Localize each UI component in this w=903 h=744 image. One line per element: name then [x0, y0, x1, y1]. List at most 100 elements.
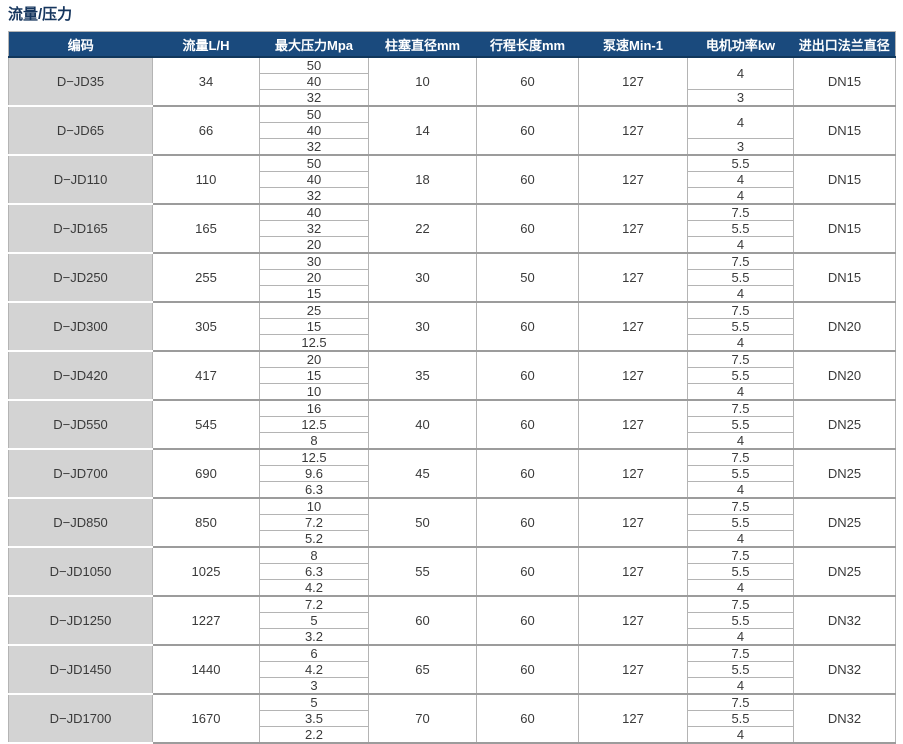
flow-cell: 165 [152, 203, 260, 254]
pressure-cell: 10 [259, 497, 369, 515]
flange-cell: DN25 [793, 399, 896, 450]
speed-cell: 127 [578, 546, 688, 597]
pressure-cell: 32 [259, 187, 369, 205]
table-row: D−JD300 305 25 30 60 127 7.5 DN20 [8, 301, 896, 352]
pressure-cell: 50 [259, 56, 369, 74]
pressure-cell: 20 [259, 236, 369, 254]
stroke-cell: 60 [476, 693, 579, 744]
flange-cell: DN25 [793, 546, 896, 597]
pressure-cell: 12.5 [259, 416, 369, 433]
flange-cell: DN15 [793, 56, 896, 107]
stroke-cell: 60 [476, 154, 579, 205]
power-cell: 5.5 [687, 465, 794, 482]
power-cell: 4 [687, 579, 794, 597]
power-cell: 7.5 [687, 644, 794, 662]
pressure-cell: 6.3 [259, 563, 369, 580]
page-title: 流量/压力 [8, 6, 73, 23]
power-cell: 5.5 [687, 154, 794, 172]
power-cell: 7.5 [687, 693, 794, 711]
table-row: D−JD1450 1440 6 65 60 127 7.5 DN32 [8, 644, 896, 695]
pressure-cell: 40 [259, 73, 369, 90]
code-cell: D−JD850 [8, 497, 153, 548]
power-cell: 7.5 [687, 350, 794, 368]
plunger-cell: 50 [368, 497, 477, 548]
pressure-cell: 5 [259, 693, 369, 711]
stroke-cell: 60 [476, 644, 579, 695]
power-cell: 7.5 [687, 203, 794, 221]
code-cell: D−JD1250 [8, 595, 153, 646]
plunger-cell: 45 [368, 448, 477, 499]
pressure-cell: 3.5 [259, 710, 369, 727]
table-row: D−JD1050 1025 8 55 60 127 7.5 DN25 [8, 546, 896, 597]
pressure-cell: 20 [259, 350, 369, 368]
table-row: D−JD550 545 16 40 60 127 7.5 DN25 [8, 399, 896, 450]
flow-cell: 690 [152, 448, 260, 499]
power-cell: 7.5 [687, 252, 794, 270]
speed-cell: 127 [578, 595, 688, 646]
table-row: D−JD1700 1670 5 70 60 127 7.5 DN32 [8, 693, 896, 744]
spec-table: 编码 流量L/H 最大压力Mpa 柱塞直径mm 行程长度mm 泵速Min-1 电… [8, 31, 896, 744]
flow-cell: 1440 [152, 644, 260, 695]
pressure-cell: 15 [259, 367, 369, 384]
col-header-motor-power: 电机功率kw [687, 31, 794, 58]
flow-cell: 545 [152, 399, 260, 450]
flange-cell: DN20 [793, 350, 896, 401]
table-row: D−JD110 110 50 18 60 127 5.5 DN15 [8, 154, 896, 205]
pressure-cell: 25 [259, 301, 369, 319]
pressure-cell: 6 [259, 644, 369, 662]
stroke-cell: 60 [476, 203, 579, 254]
col-header-max-pressure: 最大压力Mpa [259, 31, 369, 58]
power-cell: 7.5 [687, 595, 794, 613]
speed-cell: 127 [578, 644, 688, 695]
pressure-cell: 32 [259, 138, 369, 156]
pressure-cell: 12.5 [259, 448, 369, 466]
plunger-cell: 70 [368, 693, 477, 744]
pressure-cell: 7.2 [259, 514, 369, 531]
pressure-cell: 15 [259, 318, 369, 335]
power-cell: 7.5 [687, 546, 794, 564]
speed-cell: 127 [578, 203, 688, 254]
flow-cell: 305 [152, 301, 260, 352]
pressure-cell: 4.2 [259, 579, 369, 597]
power-cell: 4 [687, 628, 794, 646]
header-row: 编码 流量L/H 最大压力Mpa 柱塞直径mm 行程长度mm 泵速Min-1 电… [8, 31, 896, 58]
table-row: D−JD420 417 20 35 60 127 7.5 DN20 [8, 350, 896, 401]
flow-cell: 66 [152, 105, 260, 156]
power-cell: 3 [687, 138, 794, 156]
speed-cell: 127 [578, 693, 688, 744]
flange-cell: DN25 [793, 497, 896, 548]
pressure-cell: 8 [259, 546, 369, 564]
pressure-cell: 12.5 [259, 334, 369, 352]
table-row: D−JD35 34 50 10 60 127 4 DN15 [8, 56, 896, 107]
power-cell: 4 [687, 334, 794, 352]
pressure-cell: 40 [259, 171, 369, 188]
speed-cell: 127 [578, 154, 688, 205]
plunger-cell: 40 [368, 399, 477, 450]
pressure-cell: 3.2 [259, 628, 369, 646]
pressure-cell: 30 [259, 252, 369, 270]
power-cell: 5.5 [687, 318, 794, 335]
speed-cell: 127 [578, 301, 688, 352]
stroke-cell: 60 [476, 301, 579, 352]
flow-cell: 850 [152, 497, 260, 548]
power-cell: 4 [687, 383, 794, 401]
speed-cell: 127 [578, 105, 688, 156]
code-cell: D−JD420 [8, 350, 153, 401]
speed-cell: 127 [578, 497, 688, 548]
code-cell: D−JD65 [8, 105, 153, 156]
power-cell: 5.5 [687, 612, 794, 629]
col-header-flow: 流量L/H [152, 31, 260, 58]
plunger-cell: 10 [368, 56, 477, 107]
stroke-cell: 60 [476, 105, 579, 156]
table-row: D−JD850 850 10 50 60 127 7.5 DN25 [8, 497, 896, 548]
plunger-cell: 22 [368, 203, 477, 254]
code-cell: D−JD250 [8, 252, 153, 303]
power-cell: 5.5 [687, 416, 794, 433]
code-cell: D−JD1450 [8, 644, 153, 695]
pressure-cell: 5 [259, 612, 369, 629]
pressure-cell: 6.3 [259, 481, 369, 499]
pressure-cell: 9.6 [259, 465, 369, 482]
code-cell: D−JD1700 [8, 693, 153, 744]
table-row: D−JD250 255 30 30 50 127 7.5 DN15 [8, 252, 896, 303]
flange-cell: DN15 [793, 203, 896, 254]
